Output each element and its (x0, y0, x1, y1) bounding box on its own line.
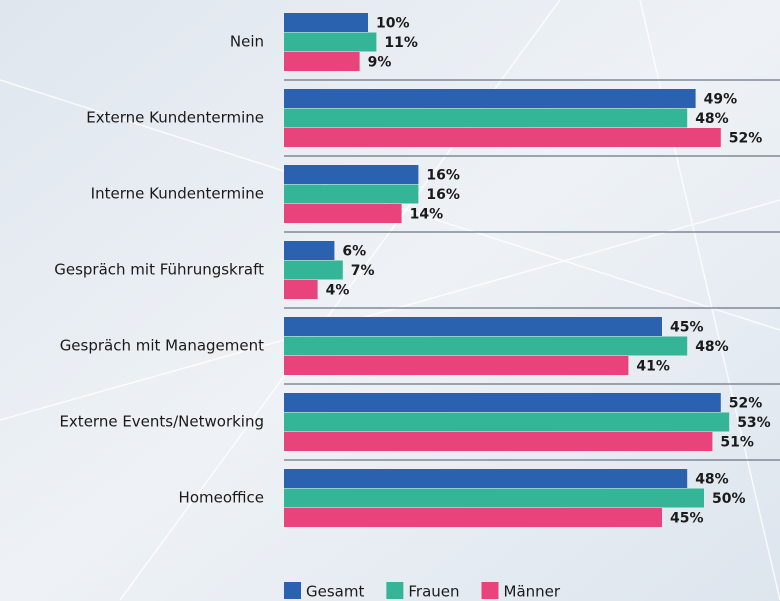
value-label: 52% (729, 396, 763, 412)
value-label: 48% (695, 111, 729, 127)
value-label: 9% (368, 55, 392, 71)
legend-label: Frauen (408, 583, 459, 601)
value-label: 49% (704, 92, 738, 108)
value-label: 16% (426, 187, 460, 203)
bar (284, 413, 729, 432)
value-label: 52% (729, 131, 763, 147)
value-label: 16% (426, 168, 460, 184)
value-label: 4% (326, 283, 350, 299)
legend-label: Gesamt (306, 583, 364, 601)
category-label: Externe Kundentermine (86, 109, 264, 127)
value-label: 53% (737, 415, 771, 431)
value-label: 45% (670, 320, 704, 336)
value-label: 7% (351, 263, 375, 279)
bar (284, 13, 368, 32)
bar (284, 185, 418, 204)
bar (284, 393, 721, 412)
value-label: 11% (384, 35, 418, 51)
bar (284, 356, 628, 375)
bar (284, 89, 696, 108)
bar (284, 432, 712, 451)
category-label: Interne Kundentermine (91, 185, 264, 203)
bar (284, 489, 704, 508)
legend-swatch (284, 582, 301, 599)
category-label: Externe Events/Networking (59, 413, 264, 431)
bar (284, 508, 662, 527)
value-label: 41% (636, 359, 670, 375)
bar (284, 261, 343, 280)
bar (284, 469, 687, 488)
bar (284, 317, 662, 336)
category-label: Gespräch mit Management (60, 337, 264, 355)
bar (284, 337, 687, 356)
bar (284, 109, 687, 128)
category-label: Nein (230, 33, 264, 51)
bar (284, 204, 402, 223)
chart: Nein10%11%9%Externe Kundentermine49%48%5… (0, 0, 780, 601)
bar (284, 33, 376, 52)
value-label: 10% (376, 16, 410, 32)
bar (284, 280, 318, 299)
value-label: 51% (720, 435, 754, 451)
legend-label: Männer (504, 583, 561, 601)
category-label: Homeoffice (179, 489, 264, 507)
value-label: 45% (670, 511, 704, 527)
bar (284, 128, 721, 147)
bar (284, 52, 360, 71)
value-label: 6% (342, 244, 366, 260)
page: {"chart_data": {"type": "bar", "orientat… (0, 0, 780, 601)
bar (284, 165, 418, 184)
category-label: Gespräch mit Führungskraft (54, 261, 264, 279)
legend-swatch (482, 582, 499, 599)
value-label: 48% (695, 339, 729, 355)
value-label: 50% (712, 491, 746, 507)
legend-swatch (386, 582, 403, 599)
value-label: 14% (410, 207, 444, 223)
value-label: 48% (695, 472, 729, 488)
bar (284, 241, 334, 260)
